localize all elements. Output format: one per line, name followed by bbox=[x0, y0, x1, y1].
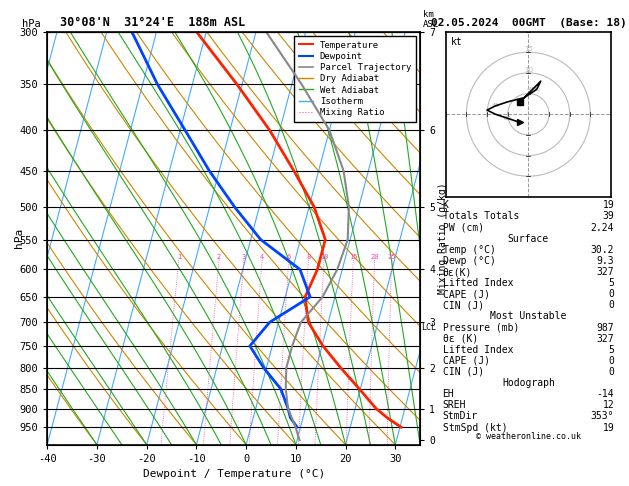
Text: 2: 2 bbox=[217, 254, 221, 260]
Text: 19: 19 bbox=[603, 422, 614, 433]
Text: 0: 0 bbox=[608, 367, 614, 377]
Text: -14: -14 bbox=[596, 389, 614, 399]
Text: 30: 30 bbox=[533, 87, 540, 92]
Text: PW (cm): PW (cm) bbox=[443, 223, 484, 233]
Text: 12: 12 bbox=[603, 400, 614, 410]
Text: 20: 20 bbox=[370, 254, 379, 260]
Text: 4: 4 bbox=[260, 254, 264, 260]
Text: Hodograph: Hodograph bbox=[502, 378, 555, 388]
Text: 30.2: 30.2 bbox=[591, 245, 614, 255]
Text: 15: 15 bbox=[349, 254, 357, 260]
Text: LCL: LCL bbox=[421, 323, 436, 331]
Text: 2.24: 2.24 bbox=[591, 223, 614, 233]
Text: hPa: hPa bbox=[14, 228, 24, 248]
Text: 45: 45 bbox=[491, 104, 499, 108]
Text: Totals Totals: Totals Totals bbox=[443, 211, 519, 222]
Text: 327: 327 bbox=[596, 334, 614, 344]
Text: 15: 15 bbox=[524, 46, 533, 52]
Text: EH: EH bbox=[443, 389, 454, 399]
Text: 39: 39 bbox=[603, 211, 614, 222]
Text: 0: 0 bbox=[608, 300, 614, 311]
Text: 19: 19 bbox=[603, 200, 614, 210]
Text: 987: 987 bbox=[596, 323, 614, 332]
Text: 1: 1 bbox=[177, 254, 181, 260]
Legend: Temperature, Dewpoint, Parcel Trajectory, Dry Adiabat, Wet Adiabat, Isotherm, Mi: Temperature, Dewpoint, Parcel Trajectory… bbox=[294, 36, 416, 122]
Text: 353°: 353° bbox=[591, 412, 614, 421]
X-axis label: Dewpoint / Temperature (°C): Dewpoint / Temperature (°C) bbox=[143, 469, 325, 479]
Text: 30°08'N  31°24'E  188m ASL: 30°08'N 31°24'E 188m ASL bbox=[60, 16, 245, 29]
Text: 6: 6 bbox=[287, 254, 291, 260]
Text: StmSpd (kt): StmSpd (kt) bbox=[443, 422, 507, 433]
Text: K: K bbox=[443, 200, 448, 210]
Text: 5: 5 bbox=[526, 87, 530, 93]
Text: StmDir: StmDir bbox=[443, 412, 478, 421]
Text: Lifted Index: Lifted Index bbox=[443, 345, 513, 355]
Text: km
ASL: km ASL bbox=[423, 11, 440, 29]
Text: 5: 5 bbox=[608, 278, 614, 288]
Text: Pressure (mb): Pressure (mb) bbox=[443, 323, 519, 332]
Text: 25: 25 bbox=[387, 254, 396, 260]
Text: θε(K): θε(K) bbox=[443, 267, 472, 277]
Text: 02.05.2024  00GMT  (Base: 18): 02.05.2024 00GMT (Base: 18) bbox=[431, 17, 626, 28]
Text: hPa: hPa bbox=[22, 19, 41, 29]
Text: SREH: SREH bbox=[443, 400, 466, 410]
Text: 15: 15 bbox=[528, 87, 537, 92]
Text: Most Unstable: Most Unstable bbox=[490, 312, 567, 321]
Text: Lifted Index: Lifted Index bbox=[443, 278, 513, 288]
Text: 10: 10 bbox=[524, 67, 533, 73]
Text: 0: 0 bbox=[608, 356, 614, 366]
Text: Temp (°C): Temp (°C) bbox=[443, 245, 496, 255]
Text: CAPE (J): CAPE (J) bbox=[443, 289, 489, 299]
Text: 0: 0 bbox=[518, 99, 522, 104]
Text: 10: 10 bbox=[320, 254, 328, 260]
Text: Dewp (°C): Dewp (°C) bbox=[443, 256, 496, 266]
Text: 5: 5 bbox=[608, 345, 614, 355]
Text: © weatheronline.co.uk: © weatheronline.co.uk bbox=[476, 432, 581, 441]
Text: CAPE (J): CAPE (J) bbox=[443, 356, 489, 366]
Text: Surface: Surface bbox=[508, 234, 549, 243]
Text: CIN (J): CIN (J) bbox=[443, 367, 484, 377]
Text: 8: 8 bbox=[306, 254, 311, 260]
Text: 327: 327 bbox=[596, 267, 614, 277]
Text: 0: 0 bbox=[608, 289, 614, 299]
Text: 60: 60 bbox=[504, 116, 511, 121]
Text: 3: 3 bbox=[242, 254, 246, 260]
Y-axis label: Mixing Ratio (g/kg): Mixing Ratio (g/kg) bbox=[438, 182, 448, 294]
Text: kt: kt bbox=[451, 36, 462, 47]
Text: CIN (J): CIN (J) bbox=[443, 300, 484, 311]
Text: θε (K): θε (K) bbox=[443, 334, 478, 344]
Text: 9.3: 9.3 bbox=[596, 256, 614, 266]
